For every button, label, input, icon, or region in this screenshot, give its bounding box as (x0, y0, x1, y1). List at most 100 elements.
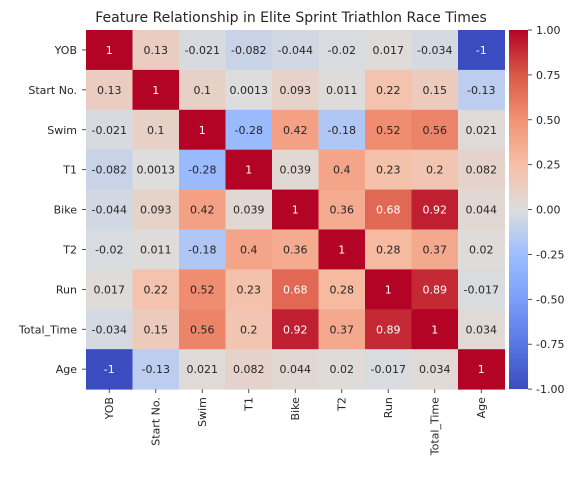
heatmap-cell (365, 149, 412, 191)
heatmap-cell (365, 309, 412, 350)
cell-value-label: 0.42 (283, 124, 308, 137)
heatmap-cell (86, 229, 133, 270)
y-tick-label: Start No. (28, 84, 77, 97)
heatmap-cell (179, 189, 226, 230)
cell-value-label: 0.2 (240, 323, 258, 336)
cell-value-label: 0.093 (140, 204, 172, 217)
heatmap-cell (365, 30, 412, 71)
cell-value-label: 0.093 (280, 84, 312, 97)
cell-value-label: 0.082 (233, 363, 265, 376)
colorbar-tick-label: 0.25 (536, 159, 561, 172)
heatmap-cell (458, 149, 505, 191)
heatmap-cell (132, 109, 180, 151)
colorbar-tick-label: 0.75 (536, 69, 561, 82)
cell-value-label: 0.034 (466, 323, 498, 336)
heatmap-cell (225, 149, 273, 191)
cell-value-label: 0.02 (330, 363, 355, 376)
cell-value-label: -0.28 (235, 124, 263, 137)
heatmap-cell (272, 309, 319, 350)
cell-value-label: 0.4 (333, 164, 351, 177)
heatmap-cell (86, 30, 133, 71)
cell-value-label: 1 (431, 323, 438, 336)
heatmap-cell (272, 349, 319, 390)
heatmap-cell (411, 349, 459, 390)
cell-value-label: 1 (199, 124, 206, 137)
cell-value-label: 0.011 (326, 84, 358, 97)
y-tick-label: Age (56, 363, 78, 376)
cell-value-label: -0.034 (92, 323, 127, 336)
cell-value-label: 0.039 (233, 204, 265, 217)
heatmap-cell (318, 149, 366, 191)
heatmap-cell (458, 69, 505, 111)
heatmap-cell (86, 189, 133, 230)
y-tick-label: Total_Time (18, 323, 77, 336)
heatmap-cell (411, 109, 459, 151)
heatmap-cell (272, 269, 319, 310)
heatmap-cell (458, 229, 505, 270)
heatmap-cell (272, 109, 319, 151)
heatmap-cell (132, 149, 180, 191)
cell-value-label: 0.68 (283, 283, 308, 296)
colorbar-tick-label: 1.00 (536, 24, 561, 37)
cell-value-label: 1 (478, 363, 485, 376)
cell-value-label: -0.18 (188, 243, 216, 256)
cell-value-label: 0.52 (376, 124, 401, 137)
heatmap-cell (225, 309, 273, 350)
heatmap-cell (179, 269, 226, 310)
heatmap-cell (179, 30, 226, 71)
x-tick-label: Bike (289, 397, 302, 421)
heatmap-cell (458, 30, 505, 71)
cell-value-label: 0.044 (280, 363, 312, 376)
heatmap-cell (365, 269, 412, 310)
heatmap-cell (318, 309, 366, 350)
x-tick-label: Run (382, 397, 395, 418)
cell-value-label: 0.28 (330, 283, 355, 296)
cell-value-label: 0.021 (187, 363, 219, 376)
heatmap-cell (179, 229, 226, 270)
heatmap-cell (86, 309, 133, 350)
cell-value-label: 0.13 (144, 44, 169, 57)
colorbar: 1.00 0.75 0.50 0.25 0.00 -0.25 -0.50 -0.75 -1.00 (509, 24, 564, 396)
heatmap-cell (132, 269, 180, 310)
cell-value-label: 0.1 (147, 124, 165, 137)
cell-value-label: 1 (338, 243, 345, 256)
colorbar-tick-label: -0.50 (536, 293, 564, 306)
cell-value-label: 0.68 (376, 204, 401, 217)
heatmap-cell (179, 109, 226, 151)
x-axis-labels: YOB Start No. Swim T1 Bike T2 Run Total_Time Age (103, 389, 488, 456)
cell-value-label: -1 (104, 363, 115, 376)
heatmap-cell (318, 229, 366, 270)
cell-value-label: 1 (385, 283, 392, 296)
heatmap-cell (86, 149, 133, 191)
cell-value-label: 0.017 (94, 283, 126, 296)
cell-value-label: -0.017 (371, 363, 406, 376)
heatmap-cell (225, 269, 273, 310)
heatmap-cell (225, 349, 273, 390)
heatmap-cell (132, 229, 180, 270)
x-tick-label: Total_Time (429, 397, 442, 456)
heatmap-cell (318, 109, 366, 151)
heatmap-cell (411, 229, 459, 270)
cell-value-label: 0.15 (144, 323, 169, 336)
heatmap-cell (272, 229, 319, 270)
cell-value-label: 0.92 (283, 323, 308, 336)
heatmap-cell (225, 69, 273, 111)
heatmap-cell (411, 269, 459, 310)
cell-value-label: 0.89 (423, 283, 448, 296)
cell-value-label: 0.15 (423, 84, 448, 97)
cell-value-label: 0.92 (423, 204, 448, 217)
heatmap-cell (458, 269, 505, 310)
cell-value-label: 0.02 (469, 243, 494, 256)
y-tick-label: Run (56, 283, 77, 296)
heatmap-cell (272, 69, 319, 111)
heatmap-cell (132, 69, 180, 111)
cell-value-label: 0.89 (376, 323, 401, 336)
heatmap-cell (318, 69, 366, 111)
cell-value-label: 0.039 (280, 164, 312, 177)
heatmap-cell (365, 349, 412, 390)
cell-value-label: -0.034 (417, 44, 452, 57)
y-tick-label: Swim (47, 124, 77, 137)
heatmap-cell (365, 109, 412, 151)
heatmap-cell (86, 109, 133, 151)
cell-value-label: 0.23 (376, 164, 401, 177)
